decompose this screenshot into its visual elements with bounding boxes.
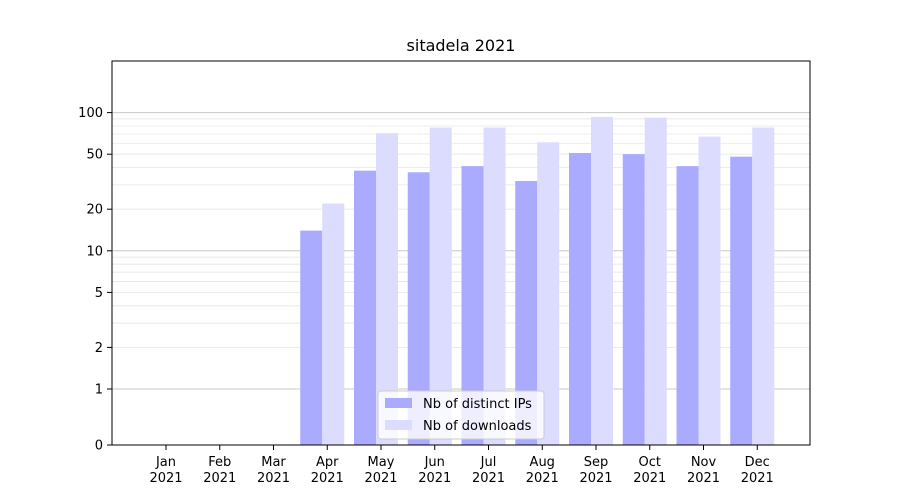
x-tick-label-month: Sep xyxy=(584,455,609,470)
bar-distinct-ips xyxy=(461,166,484,445)
grid xyxy=(112,112,810,390)
bar-downloads xyxy=(483,127,506,446)
legend-label-distinct-ips: Nb of distinct IPs xyxy=(423,397,532,412)
x-tick-label-month: Nov xyxy=(691,455,717,470)
x-tick-label-month: Aug xyxy=(530,455,555,470)
x-tick-label-year: 2021 xyxy=(472,471,505,486)
plot-frame xyxy=(111,60,811,446)
bar-downloads xyxy=(752,127,775,446)
y-axis: 0 1 2 5 10 20 50 100 xyxy=(78,106,112,454)
legend-swatch-downloads xyxy=(385,420,412,430)
x-tick-label-month: May xyxy=(368,455,395,470)
bar-downloads xyxy=(537,142,560,446)
bar-distinct-ips xyxy=(569,153,591,446)
x-tick-label-year: 2021 xyxy=(741,471,774,486)
bar-downloads xyxy=(698,136,721,445)
y-tick-label: 5 xyxy=(95,286,103,301)
legend-box xyxy=(377,390,545,440)
bar-distinct-ips xyxy=(515,180,538,445)
bar-downloads xyxy=(322,203,345,445)
bar-distinct-ips xyxy=(676,166,699,445)
x-tick-label-year: 2021 xyxy=(311,471,344,486)
legend: Nb of distinct IPs Nb of downloads xyxy=(377,390,545,440)
x-tick-label-month: Oct xyxy=(639,455,661,470)
y-tick-label: 100 xyxy=(78,106,103,121)
bar-downloads xyxy=(429,127,452,446)
x-tick-label-month: Mar xyxy=(261,455,286,470)
bar-distinct-ips xyxy=(730,156,753,445)
x-tick-label-year: 2021 xyxy=(418,471,451,486)
x-axis: Jan2021Feb2021Mar2021Apr2021May2021Jun20… xyxy=(149,445,774,486)
x-tick-label-month: Feb xyxy=(208,455,231,470)
x-tick-label-year: 2021 xyxy=(687,471,720,486)
x-tick-label-month: Apr xyxy=(316,455,339,470)
bar-distinct-ips xyxy=(622,154,645,446)
y-tick-label: 2 xyxy=(95,341,103,356)
y-tick-label: 10 xyxy=(86,244,103,259)
x-tick-label-year: 2021 xyxy=(579,471,612,486)
bar-distinct-ips xyxy=(354,170,376,446)
bar-distinct-ips xyxy=(407,172,430,445)
y-tick-label: 50 xyxy=(86,148,103,163)
y-tick-label: 1 xyxy=(95,383,103,398)
bar-downloads xyxy=(376,133,398,445)
x-tick-label-month: Jun xyxy=(424,455,445,470)
y-tick-label: 0 xyxy=(95,439,103,454)
bar-downloads xyxy=(591,116,613,445)
x-tick-label-year: 2021 xyxy=(364,471,397,486)
legend-swatch-distinct-ips xyxy=(385,398,412,408)
x-tick-label-year: 2021 xyxy=(526,471,559,486)
bars xyxy=(300,116,775,446)
legend-label-downloads: Nb of downloads xyxy=(423,419,532,434)
x-tick-label-year: 2021 xyxy=(203,471,236,486)
x-tick-label-year: 2021 xyxy=(257,471,290,486)
bar-distinct-ips xyxy=(300,230,323,445)
x-tick-label-month: Jan xyxy=(155,455,176,470)
bar-downloads xyxy=(644,117,667,445)
x-tick-label-month: Jul xyxy=(480,455,497,470)
chart-title: sitadela 2021 xyxy=(407,36,516,55)
y-tick-label: 20 xyxy=(86,203,103,218)
x-tick-label-month: Dec xyxy=(745,455,770,470)
x-tick-label-year: 2021 xyxy=(149,471,182,486)
x-tick-label-year: 2021 xyxy=(633,471,666,486)
